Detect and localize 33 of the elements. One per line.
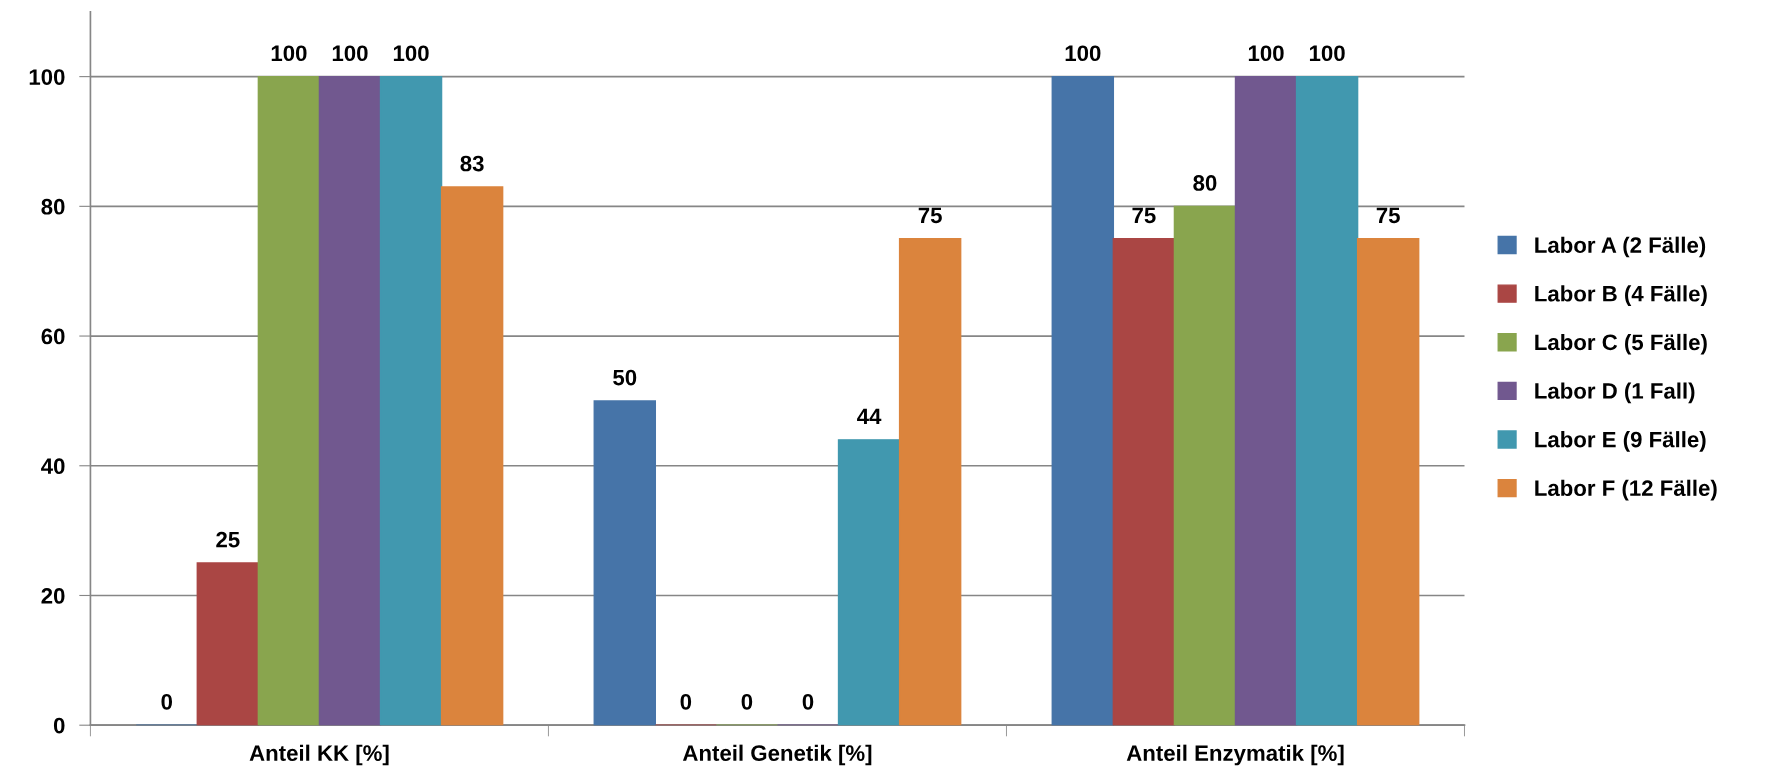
y-tick-label: 0: [53, 717, 65, 734]
data-label: 44: [857, 408, 882, 425]
legend-label: Labor C (5 Fälle): [1535, 333, 1707, 355]
legend-label: Labor D (1 Fall): [1535, 382, 1695, 404]
data-label: 25: [216, 531, 240, 548]
legend-label: Labor A (2 Fälle): [1535, 236, 1706, 258]
data-label: 0: [680, 693, 692, 710]
y-tick-label: 100: [29, 69, 65, 85]
data-label: 100: [1309, 45, 1345, 62]
x-tick-label: Anteil KK [%]: [249, 744, 389, 766]
data-label: 75: [1376, 207, 1400, 224]
data-label: 83: [460, 155, 484, 172]
y-tick-label: 20: [41, 588, 65, 604]
data-label: 100: [1065, 45, 1101, 62]
data-label: 100: [1248, 45, 1284, 62]
y-tick-label: 60: [41, 328, 65, 345]
data-label: 0: [802, 693, 814, 710]
data-label: 75: [918, 207, 942, 224]
data-label: 100: [271, 45, 307, 62]
legend-label: Labor F (12 Fälle): [1535, 479, 1717, 501]
data-label: 80: [1193, 175, 1217, 191]
data-label: 0: [741, 693, 753, 710]
x-tick-label: Anteil Enzymatik [%]: [1126, 744, 1344, 766]
data-label: 100: [332, 45, 368, 62]
data-label: 0: [161, 693, 173, 710]
y-tick-label: 40: [41, 458, 65, 475]
data-label: 50: [613, 369, 637, 386]
x-tick-label: Anteil Genetik [%]: [682, 744, 872, 766]
y-tick-label: 80: [41, 198, 65, 215]
legend-label: Labor E (9 Fälle): [1535, 431, 1706, 452]
data-label: 75: [1132, 207, 1156, 224]
data-label: 100: [393, 45, 429, 62]
legend-label: Labor B (4 Fälle): [1535, 285, 1707, 306]
